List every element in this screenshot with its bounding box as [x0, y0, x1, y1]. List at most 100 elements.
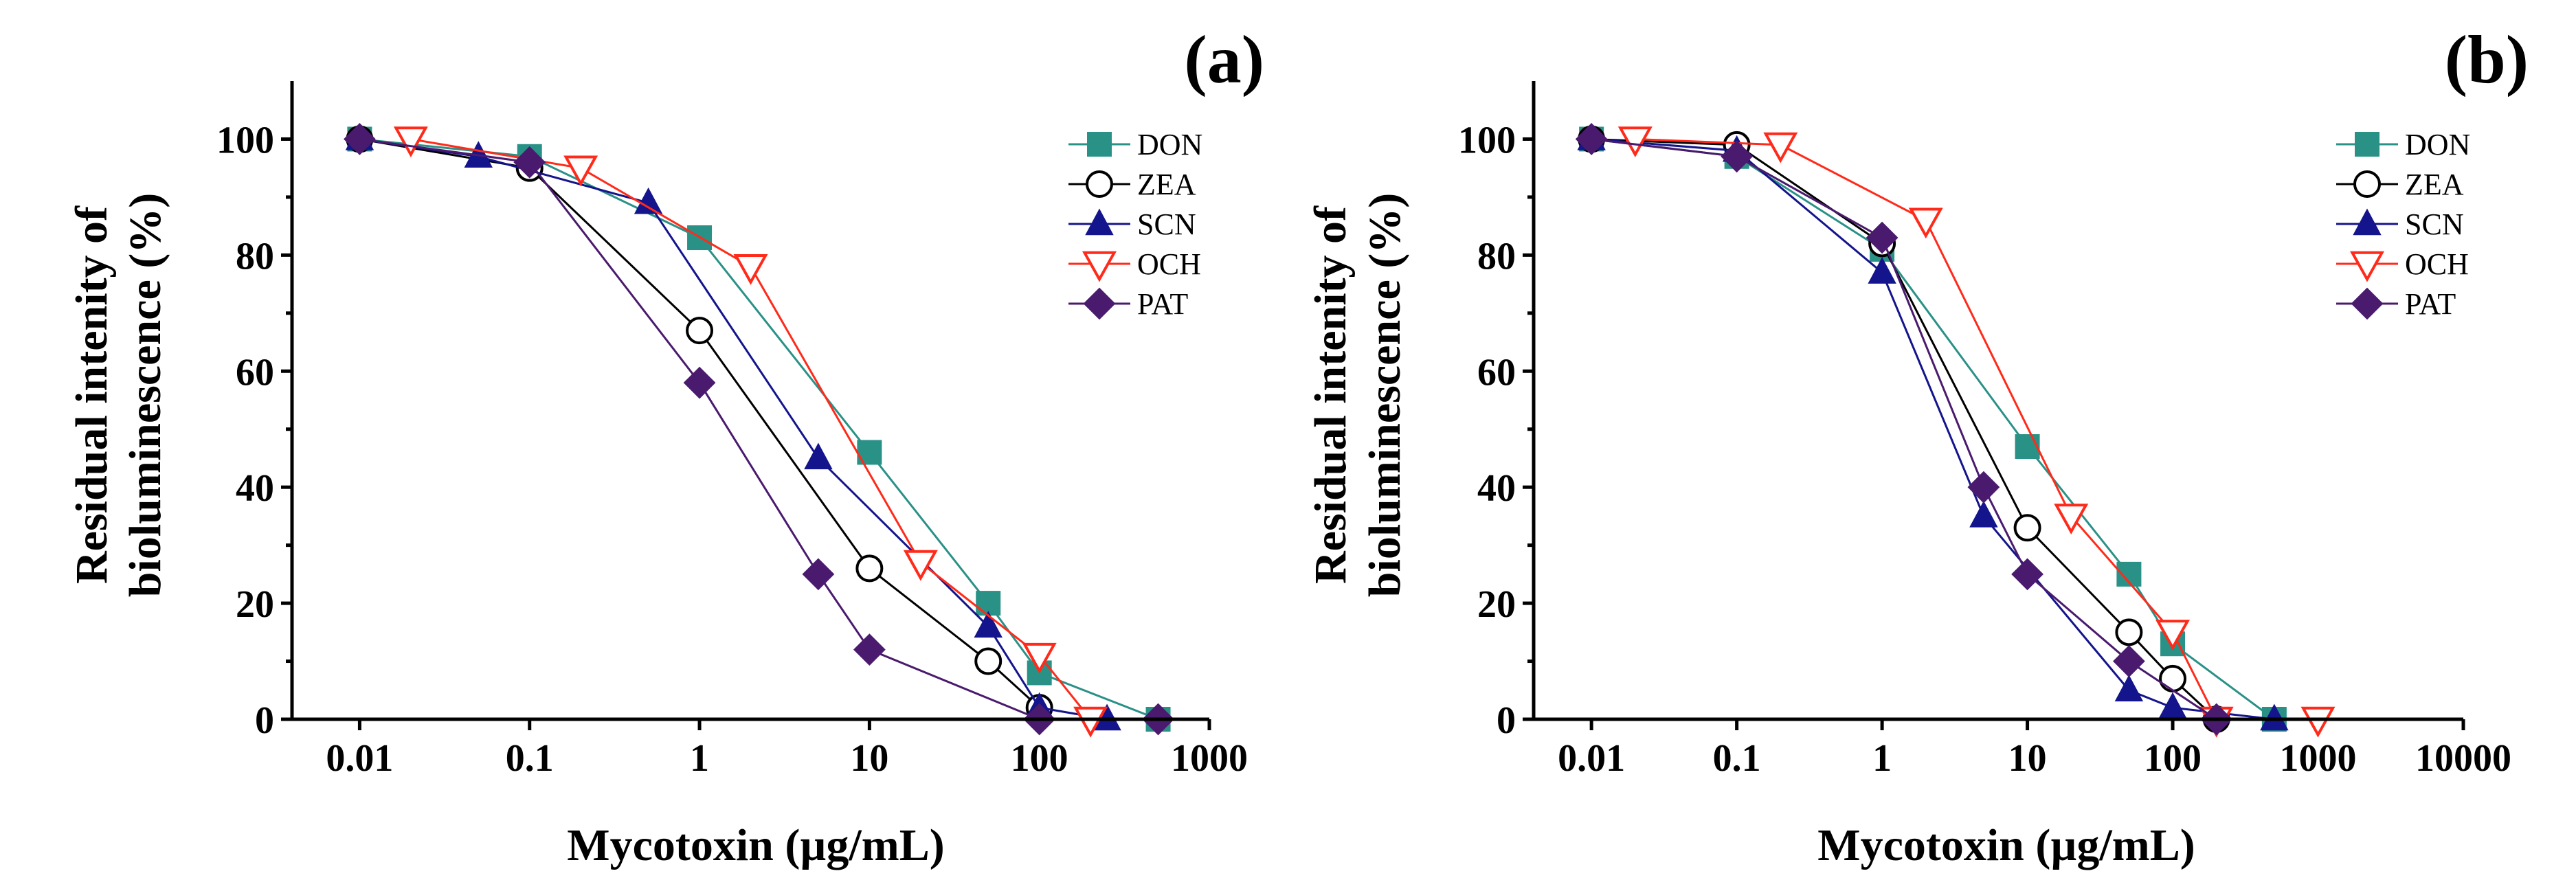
x-tick-label-b-3: 10: [2008, 737, 2047, 780]
legend-marker-b-och: [2349, 251, 2385, 282]
x-tick-label-b-0: 0.01: [1558, 737, 1625, 780]
y-tick-label-a-0: 0: [255, 699, 274, 742]
data-point-b-zea: [2159, 664, 2187, 692]
data-point-b-och: [2054, 504, 2089, 535]
legend-marker-b-zea: [2353, 170, 2381, 198]
data-point-b-scn: [2260, 703, 2289, 731]
series-line-a-zea: [359, 137, 1040, 709]
y-axis-label-line1-a: Residual intenity of: [67, 205, 117, 584]
data-point-b-pat: [1866, 221, 1899, 254]
legend-marker-b-scn: [2353, 208, 2382, 236]
x-tick-label-a-4: 100: [1011, 737, 1068, 780]
y-axis-label-line1-b: Residual intenity of: [1306, 205, 1356, 584]
legend-marker-a-scn: [1085, 208, 1114, 236]
x-tick-label-b-6: 10000: [2415, 737, 2511, 780]
y-tick-label-a-60: 60: [236, 351, 274, 394]
x-tick-label-b-2: 1: [1872, 737, 1892, 780]
y-tick-label-b-40: 40: [1477, 467, 1516, 510]
x-tick-label-b-5: 1000: [2280, 737, 2357, 780]
data-point-b-och: [1908, 207, 1943, 239]
y-tick-label-b-0: 0: [1497, 699, 1516, 742]
x-axis-label-b: Mycotoxin (µg/mL): [1817, 820, 2195, 870]
data-point-a-zea: [855, 554, 884, 583]
data-point-b-och: [2155, 620, 2191, 651]
data-point-a-och: [1073, 706, 1108, 738]
legend-marker-a-zea: [1086, 170, 1113, 198]
data-point-a-pat: [683, 366, 716, 399]
x-tick-label-a-3: 10: [850, 737, 888, 780]
data-point-b-pat: [2011, 558, 2043, 591]
x-tick-label-a-1: 0.1: [506, 737, 554, 780]
data-point-a-scn: [974, 611, 1003, 638]
legend-marker-b-don: [2355, 132, 2379, 157]
data-point-a-zea: [686, 317, 714, 345]
data-point-b-scn: [2158, 692, 2187, 719]
x-tick-label-a-2: 1: [690, 737, 709, 780]
panel-label-b: (b): [2445, 21, 2529, 98]
data-point-b-scn: [1868, 257, 1896, 284]
y-tick-label-b-20: 20: [1477, 583, 1516, 626]
legend-label-b-zea: ZEA: [2405, 168, 2464, 201]
legend-label-b-och: OCH: [2405, 247, 2469, 281]
legend-b: DON ZEA SCN OCH PAT: [2336, 128, 2470, 321]
x-tick-label-b-1: 0.1: [1713, 737, 1761, 780]
data-point-a-och: [903, 550, 938, 581]
legend-label-a-zea: ZEA: [1137, 168, 1196, 201]
y-tick-label-b-60: 60: [1477, 351, 1516, 394]
panel-label-a: (a): [1184, 21, 1264, 98]
legend-marker-a-don: [1087, 132, 1112, 157]
legend-label-a-scn: SCN: [1137, 207, 1196, 241]
data-point-a-scn: [1093, 703, 1121, 731]
data-point-a-och: [393, 126, 428, 158]
legend-label-a-och: OCH: [1137, 247, 1201, 281]
data-point-a-pat: [513, 146, 546, 179]
data-point-a-scn: [804, 442, 833, 470]
x-tick-label-a-0: 0.01: [326, 737, 393, 780]
data-point-a-och: [563, 155, 598, 187]
series-line-a-och: [410, 137, 1092, 720]
legend-label-b-don: DON: [2405, 128, 2470, 161]
data-point-a-pat: [802, 558, 835, 591]
data-point-b-don: [2015, 434, 2040, 460]
data-point-b-pat: [1721, 140, 1754, 173]
legend-marker-a-och: [1082, 251, 1117, 282]
legend-marker-a-pat: [1083, 287, 1116, 320]
legend-label-b-scn: SCN: [2405, 207, 2464, 241]
y-tick-label-b-100: 100: [1458, 119, 1516, 161]
plot-area-b: 0 20 40 60 80 100 0.01 0.1 1 10 100 1000 10000: [1458, 119, 2511, 780]
plot-area-a: 0 20 40 60 80 100 0.01 0.1 1 10 100 1000: [216, 119, 1248, 780]
y-tick-label-a-80: 80: [236, 235, 274, 278]
legend-marker-b-pat: [2351, 287, 2384, 320]
series-line-a-don: [359, 137, 1159, 721]
data-point-b-pat: [2112, 645, 2145, 677]
y-axis-label-line2-a: bioluminescence (%): [120, 193, 170, 597]
data-point-a-don: [857, 440, 882, 465]
data-point-a-pat: [853, 633, 886, 666]
legend-label-a-don: DON: [1137, 128, 1202, 161]
data-point-a-pat: [344, 123, 376, 155]
chart-panel-b: 0 20 40 60 80 100 0.01 0.1 1 10 100 1000 10000 (b) M…: [1306, 21, 2529, 870]
data-point-a-och: [1022, 642, 1057, 674]
y-tick-label-a-40: 40: [236, 467, 274, 510]
data-point-b-och: [2300, 706, 2336, 738]
series-line-a-pat: [359, 137, 1158, 721]
y-tick-label-a-100: 100: [216, 119, 274, 161]
y-axis-label-line2-b: bioluminescence (%): [1360, 193, 1410, 597]
data-point-b-zea: [2115, 618, 2143, 646]
data-point-a-scn: [634, 187, 663, 214]
chart-panel-a: 0 20 40 60 80 100 0.01 0.1 1 10 100 1000 (a) Mycoto…: [67, 21, 1264, 870]
x-axis-label-a: Mycotoxin (µg/mL): [567, 820, 944, 870]
legend-label-a-pat: PAT: [1137, 287, 1188, 321]
y-tick-label-a-20: 20: [236, 583, 274, 626]
x-tick-label-b-4: 100: [2144, 737, 2202, 780]
data-point-a-zea: [974, 647, 1003, 675]
x-tick-label-a-5: 1000: [1171, 737, 1248, 780]
data-point-b-scn: [1969, 500, 1998, 528]
data-point-b-scn: [2114, 675, 2144, 701]
data-point-b-zea: [2013, 514, 2041, 542]
legend-a: DON ZEA SCN OCH PAT: [1068, 128, 1202, 321]
data-point-a-och: [733, 254, 768, 285]
data-point-b-pat: [1575, 123, 1608, 155]
data-point-b-pat: [1967, 471, 2000, 504]
